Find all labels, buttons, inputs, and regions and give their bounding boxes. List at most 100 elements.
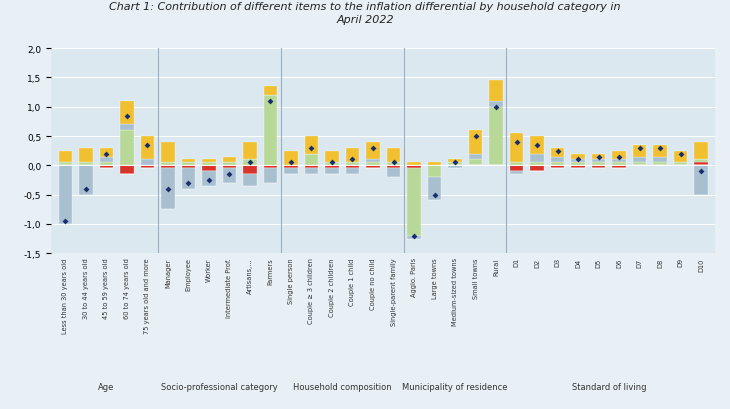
Text: Medium-sized towns: Medium-sized towns	[452, 258, 458, 326]
Bar	[551, 148, 564, 157]
Text: D1: D1	[513, 258, 520, 267]
Point	[531, 142, 543, 149]
Bar	[469, 160, 483, 166]
Bar	[428, 163, 441, 166]
Bar	[612, 160, 626, 163]
Bar	[612, 151, 626, 160]
Text: Standard of living: Standard of living	[572, 382, 646, 391]
Bar	[407, 166, 420, 169]
Bar	[161, 166, 174, 169]
Bar	[387, 169, 400, 178]
Text: D7: D7	[637, 258, 642, 267]
Point	[60, 218, 72, 225]
Bar	[161, 143, 174, 163]
Bar	[346, 169, 359, 175]
Bar	[141, 137, 154, 160]
Bar	[284, 166, 298, 169]
Bar	[243, 143, 257, 160]
Bar	[366, 166, 380, 169]
Bar	[182, 166, 195, 169]
Bar	[694, 166, 707, 195]
Bar	[326, 166, 339, 169]
Bar	[366, 143, 380, 160]
Bar	[510, 134, 523, 163]
Bar	[510, 163, 523, 166]
Bar	[100, 166, 113, 169]
Text: Small towns: Small towns	[472, 258, 478, 298]
Bar	[59, 151, 72, 163]
Bar	[428, 178, 441, 201]
Bar	[674, 151, 687, 163]
Text: Artisans,…: Artisans,…	[247, 258, 253, 293]
Text: Chart 1: Contribution of different items to the inflation differential by househ: Chart 1: Contribution of different items…	[110, 2, 620, 25]
Bar	[141, 166, 154, 169]
Bar	[182, 163, 195, 166]
Bar	[305, 137, 318, 154]
Bar	[120, 102, 134, 125]
Bar	[653, 163, 666, 166]
Point	[121, 113, 133, 119]
Bar	[346, 166, 359, 169]
Bar	[202, 166, 215, 172]
Bar	[59, 163, 72, 166]
Point	[265, 99, 277, 105]
Bar	[284, 151, 298, 166]
Point	[223, 171, 235, 178]
Bar	[223, 166, 236, 169]
Bar	[100, 148, 113, 157]
Bar	[633, 146, 646, 157]
Bar	[448, 163, 461, 166]
Text: Large towns: Large towns	[431, 258, 437, 298]
Text: Household composition: Household composition	[293, 382, 391, 391]
Bar	[448, 166, 461, 169]
Bar	[531, 154, 544, 163]
Bar	[326, 163, 339, 166]
Bar	[387, 163, 400, 166]
Bar	[551, 157, 564, 163]
Point	[244, 160, 256, 166]
Bar	[243, 166, 257, 175]
Bar	[531, 163, 544, 166]
Text: Rural: Rural	[493, 258, 499, 275]
Bar	[346, 163, 359, 166]
Bar	[305, 154, 318, 166]
Bar	[592, 166, 605, 169]
Bar	[694, 160, 707, 163]
Bar	[182, 160, 195, 163]
Point	[675, 151, 686, 157]
Bar	[120, 131, 134, 166]
Text: 45 to 59 years old: 45 to 59 years old	[104, 258, 110, 318]
Text: Intermediate Prof.: Intermediate Prof.	[226, 258, 232, 317]
Bar	[448, 160, 461, 163]
Bar	[264, 169, 277, 184]
Text: Couple ≥ 3 children: Couple ≥ 3 children	[309, 258, 315, 324]
Bar	[674, 163, 687, 166]
Bar	[243, 175, 257, 187]
Text: D10: D10	[698, 258, 704, 271]
Bar	[202, 172, 215, 187]
Text: 75 years old and more: 75 years old and more	[145, 258, 150, 333]
Bar	[100, 157, 113, 163]
Bar	[80, 148, 93, 163]
Bar	[366, 160, 380, 163]
Bar	[223, 157, 236, 163]
Bar	[80, 163, 93, 166]
Text: Couple no child: Couple no child	[370, 258, 376, 309]
Point	[695, 169, 707, 175]
Text: D8: D8	[657, 258, 663, 267]
Bar	[387, 148, 400, 163]
Bar	[161, 163, 174, 166]
Point	[306, 145, 318, 152]
Bar	[489, 81, 503, 102]
Bar	[223, 163, 236, 166]
Text: 60 to 74 years old: 60 to 74 years old	[124, 258, 130, 318]
Bar	[469, 131, 483, 154]
Bar	[489, 108, 503, 166]
Point	[634, 145, 645, 152]
Bar	[161, 169, 174, 210]
Text: D2: D2	[534, 258, 540, 267]
Text: D4: D4	[575, 258, 581, 267]
Point	[367, 145, 379, 152]
Bar	[202, 163, 215, 166]
Point	[326, 160, 338, 166]
